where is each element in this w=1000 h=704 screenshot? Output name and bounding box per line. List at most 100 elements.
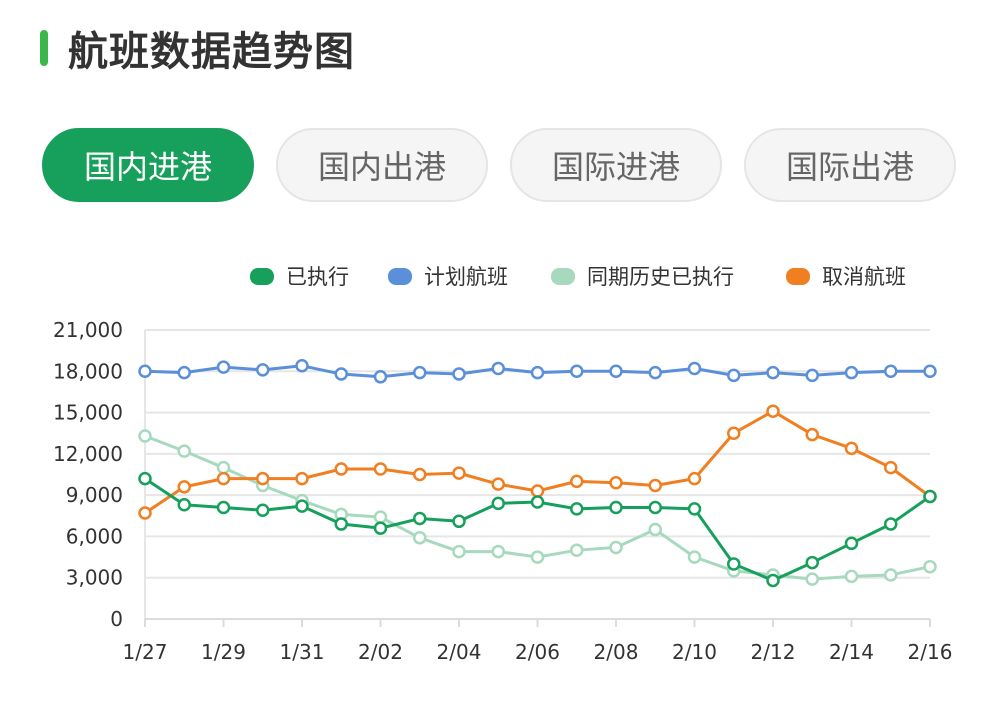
x-tick-label: 1/29	[201, 640, 246, 664]
data-point	[884, 517, 898, 531]
data-point	[766, 365, 780, 380]
legend-label: 计划航班	[424, 265, 508, 289]
data-point	[491, 361, 505, 376]
data-point	[373, 521, 388, 535]
page-title: 航班数据趋势图	[68, 29, 355, 75]
y-tick-label: 18,000	[53, 359, 123, 383]
x-tick-label: 2/14	[829, 640, 874, 664]
data-point	[452, 514, 466, 529]
data-point	[295, 471, 309, 486]
legend-item: 计划航班	[388, 265, 508, 289]
data-point	[491, 544, 505, 559]
data-point	[884, 568, 898, 582]
data-point	[138, 429, 152, 443]
data-point	[648, 522, 662, 537]
data-point	[609, 364, 623, 379]
legend-label: 已执行	[286, 265, 349, 289]
x-tick-label: 2/10	[672, 640, 717, 664]
series-1	[138, 359, 937, 384]
legend-item: 已执行	[250, 265, 349, 289]
legend-label: 取消航班	[822, 265, 906, 289]
y-tick-label: 15,000	[53, 401, 123, 425]
data-point	[609, 476, 623, 490]
data-point	[256, 363, 270, 377]
legend-item: 取消航班	[786, 265, 906, 289]
data-point	[216, 500, 231, 515]
flight-trend-chart: 0 3,000 6,000 9,000 12,000 15,000 18,000 21,000…	[53, 265, 953, 664]
data-point	[923, 489, 937, 504]
data-point	[373, 462, 388, 476]
data-point	[570, 474, 584, 489]
data-point	[295, 499, 309, 513]
data-point	[138, 471, 152, 486]
x-tick-label: 2/06	[515, 640, 560, 664]
data-point	[687, 471, 702, 486]
data-point	[727, 368, 741, 383]
legend-swatch	[388, 268, 412, 285]
data-point	[844, 536, 859, 551]
data-point	[923, 364, 937, 379]
y-tick-label: 21,000	[53, 318, 123, 342]
data-point	[452, 544, 466, 559]
data-point	[727, 426, 741, 440]
data-point	[530, 365, 545, 380]
data-point	[138, 506, 152, 520]
data-point	[687, 550, 702, 564]
data-point	[884, 460, 898, 475]
data-point	[216, 460, 231, 475]
data-point	[413, 511, 427, 526]
data-point	[805, 572, 819, 586]
data-point	[844, 441, 859, 456]
legend-item: 同期历史已执行	[551, 265, 734, 289]
tab-international-departure[interactable]: 国际出港	[744, 128, 956, 202]
data-point	[138, 364, 152, 379]
tab-domestic-arrival[interactable]: 国内进港	[42, 128, 254, 202]
data-point	[452, 367, 466, 381]
data-point	[648, 365, 662, 380]
data-point	[491, 477, 505, 491]
data-point	[727, 557, 741, 571]
data-point	[491, 496, 505, 511]
data-point	[923, 559, 937, 574]
data-point	[413, 365, 427, 380]
data-point	[177, 444, 191, 458]
data-point	[256, 503, 270, 518]
data-point	[844, 365, 859, 380]
data-point	[648, 478, 662, 493]
data-point	[295, 359, 309, 373]
data-point	[805, 427, 819, 442]
legend-swatch	[551, 268, 575, 285]
x-tick-label: 2/12	[751, 640, 796, 664]
y-tick-label: 12,000	[53, 442, 123, 466]
data-point	[530, 495, 545, 509]
data-point	[177, 498, 191, 512]
data-point	[648, 500, 662, 515]
x-tick-label: 2/04	[437, 640, 482, 664]
data-point	[687, 502, 702, 516]
x-tick-label: 1/27	[123, 640, 168, 664]
title-accent-bar	[40, 30, 48, 66]
tab-domestic-departure[interactable]: 国内出港	[276, 128, 488, 202]
data-point	[805, 368, 819, 383]
data-point	[609, 500, 623, 515]
data-point	[373, 510, 388, 524]
x-tick-label: 2/02	[358, 640, 403, 664]
data-point	[844, 569, 859, 584]
series-0	[138, 471, 937, 588]
y-tick-label: 3,000	[66, 566, 123, 590]
data-point	[570, 543, 584, 557]
tab-international-arrival[interactable]: 国际进港	[510, 128, 722, 202]
data-point	[413, 467, 427, 482]
series-2	[138, 429, 937, 586]
x-tick-label: 2/16	[908, 640, 953, 664]
data-point	[177, 480, 191, 494]
data-point	[334, 517, 348, 531]
data-point	[530, 550, 545, 564]
data-point	[687, 361, 702, 376]
data-point	[177, 365, 191, 380]
data-point	[884, 364, 898, 379]
data-point	[766, 573, 780, 588]
data-point	[530, 484, 545, 498]
y-tick-label: 0	[110, 607, 123, 631]
legend-swatch	[786, 268, 810, 285]
